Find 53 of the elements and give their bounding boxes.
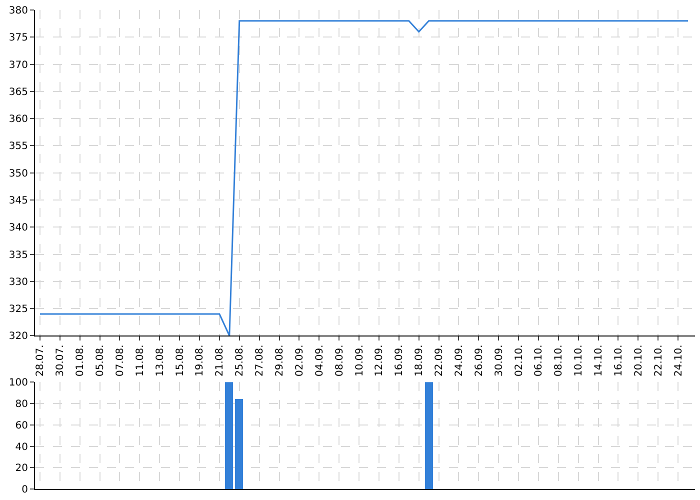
x-tick-label: 18.09.	[414, 344, 426, 377]
x-tick-label: 07.08.	[114, 344, 126, 377]
x-tick-label: 10.10.	[574, 344, 585, 377]
x-tick-label: 28.07.	[35, 344, 46, 377]
x-tick-label: 22.09.	[434, 344, 446, 377]
y-tick-label: 345	[8, 196, 28, 206]
x-tick-label: 24.09.	[454, 344, 465, 377]
y-tick-label: 40	[15, 442, 28, 453]
x-tick-label: 15.08.	[174, 344, 186, 377]
x-tick-label: 11.08.	[134, 344, 146, 377]
x-tick-label: 27.08.	[254, 344, 266, 377]
x-tick-label: 06.10.	[534, 344, 545, 377]
x-tick-label: 02.10.	[514, 344, 525, 377]
x-tick-label: 04.09.	[314, 344, 326, 377]
x-tick-label: 02.09.	[294, 344, 306, 377]
y-tick-label: 350	[8, 168, 28, 180]
y-tick-label: 370	[8, 60, 28, 71]
x-tick-label: 16.10.	[613, 344, 624, 377]
x-tick-label: 12.09.	[374, 344, 386, 377]
x-tick-label: 08.10.	[554, 344, 565, 377]
x-tick-label: 08.09.	[334, 344, 346, 377]
y-tick-label: 330	[8, 276, 28, 288]
x-tick-label: 14.10.	[594, 344, 605, 377]
x-tick-label: 20.10.	[633, 344, 644, 377]
x-tick-label: 10.09.	[354, 344, 366, 377]
x-tick-label: 16.09.	[394, 344, 406, 377]
y-tick-label: 355	[8, 141, 28, 152]
y-tick-label: 375	[8, 32, 28, 44]
x-tick-label: 22.10.	[653, 344, 664, 377]
y-tick-label: 360	[8, 114, 28, 126]
x-tick-label: 25.08.	[234, 344, 246, 377]
y-tick-label: 365	[8, 86, 28, 98]
x-tick-label: 19.08.	[194, 344, 206, 377]
x-tick-label: 29.08.	[274, 344, 286, 377]
x-tick-label: 21.08.	[214, 344, 226, 377]
y-tick-label: 100	[8, 378, 28, 389]
y-tick-label: 0	[22, 484, 28, 496]
y-tick-label: 340	[8, 222, 28, 234]
y-tick-label: 60	[15, 420, 28, 432]
x-tick-label: 30.09.	[494, 344, 505, 377]
line-series	[39, 20, 689, 336]
y-tick-label: 80	[15, 399, 28, 410]
x-tick-label: 26.09.	[474, 344, 485, 377]
x-tick-label: 13.08.	[154, 344, 166, 377]
y-tick-label: 20	[15, 463, 28, 474]
x-tick-label: 24.10.	[673, 344, 684, 377]
y-tick-label: 320	[8, 331, 28, 342]
y-tick-label: 325	[8, 304, 28, 316]
x-tick-label: 05.08.	[95, 344, 106, 377]
x-tick-label: 01.08.	[75, 344, 86, 377]
y-tick-label: 380	[8, 6, 28, 16]
x-tick-label: 30.07.	[55, 344, 66, 377]
y-tick-label: 335	[8, 250, 28, 261]
